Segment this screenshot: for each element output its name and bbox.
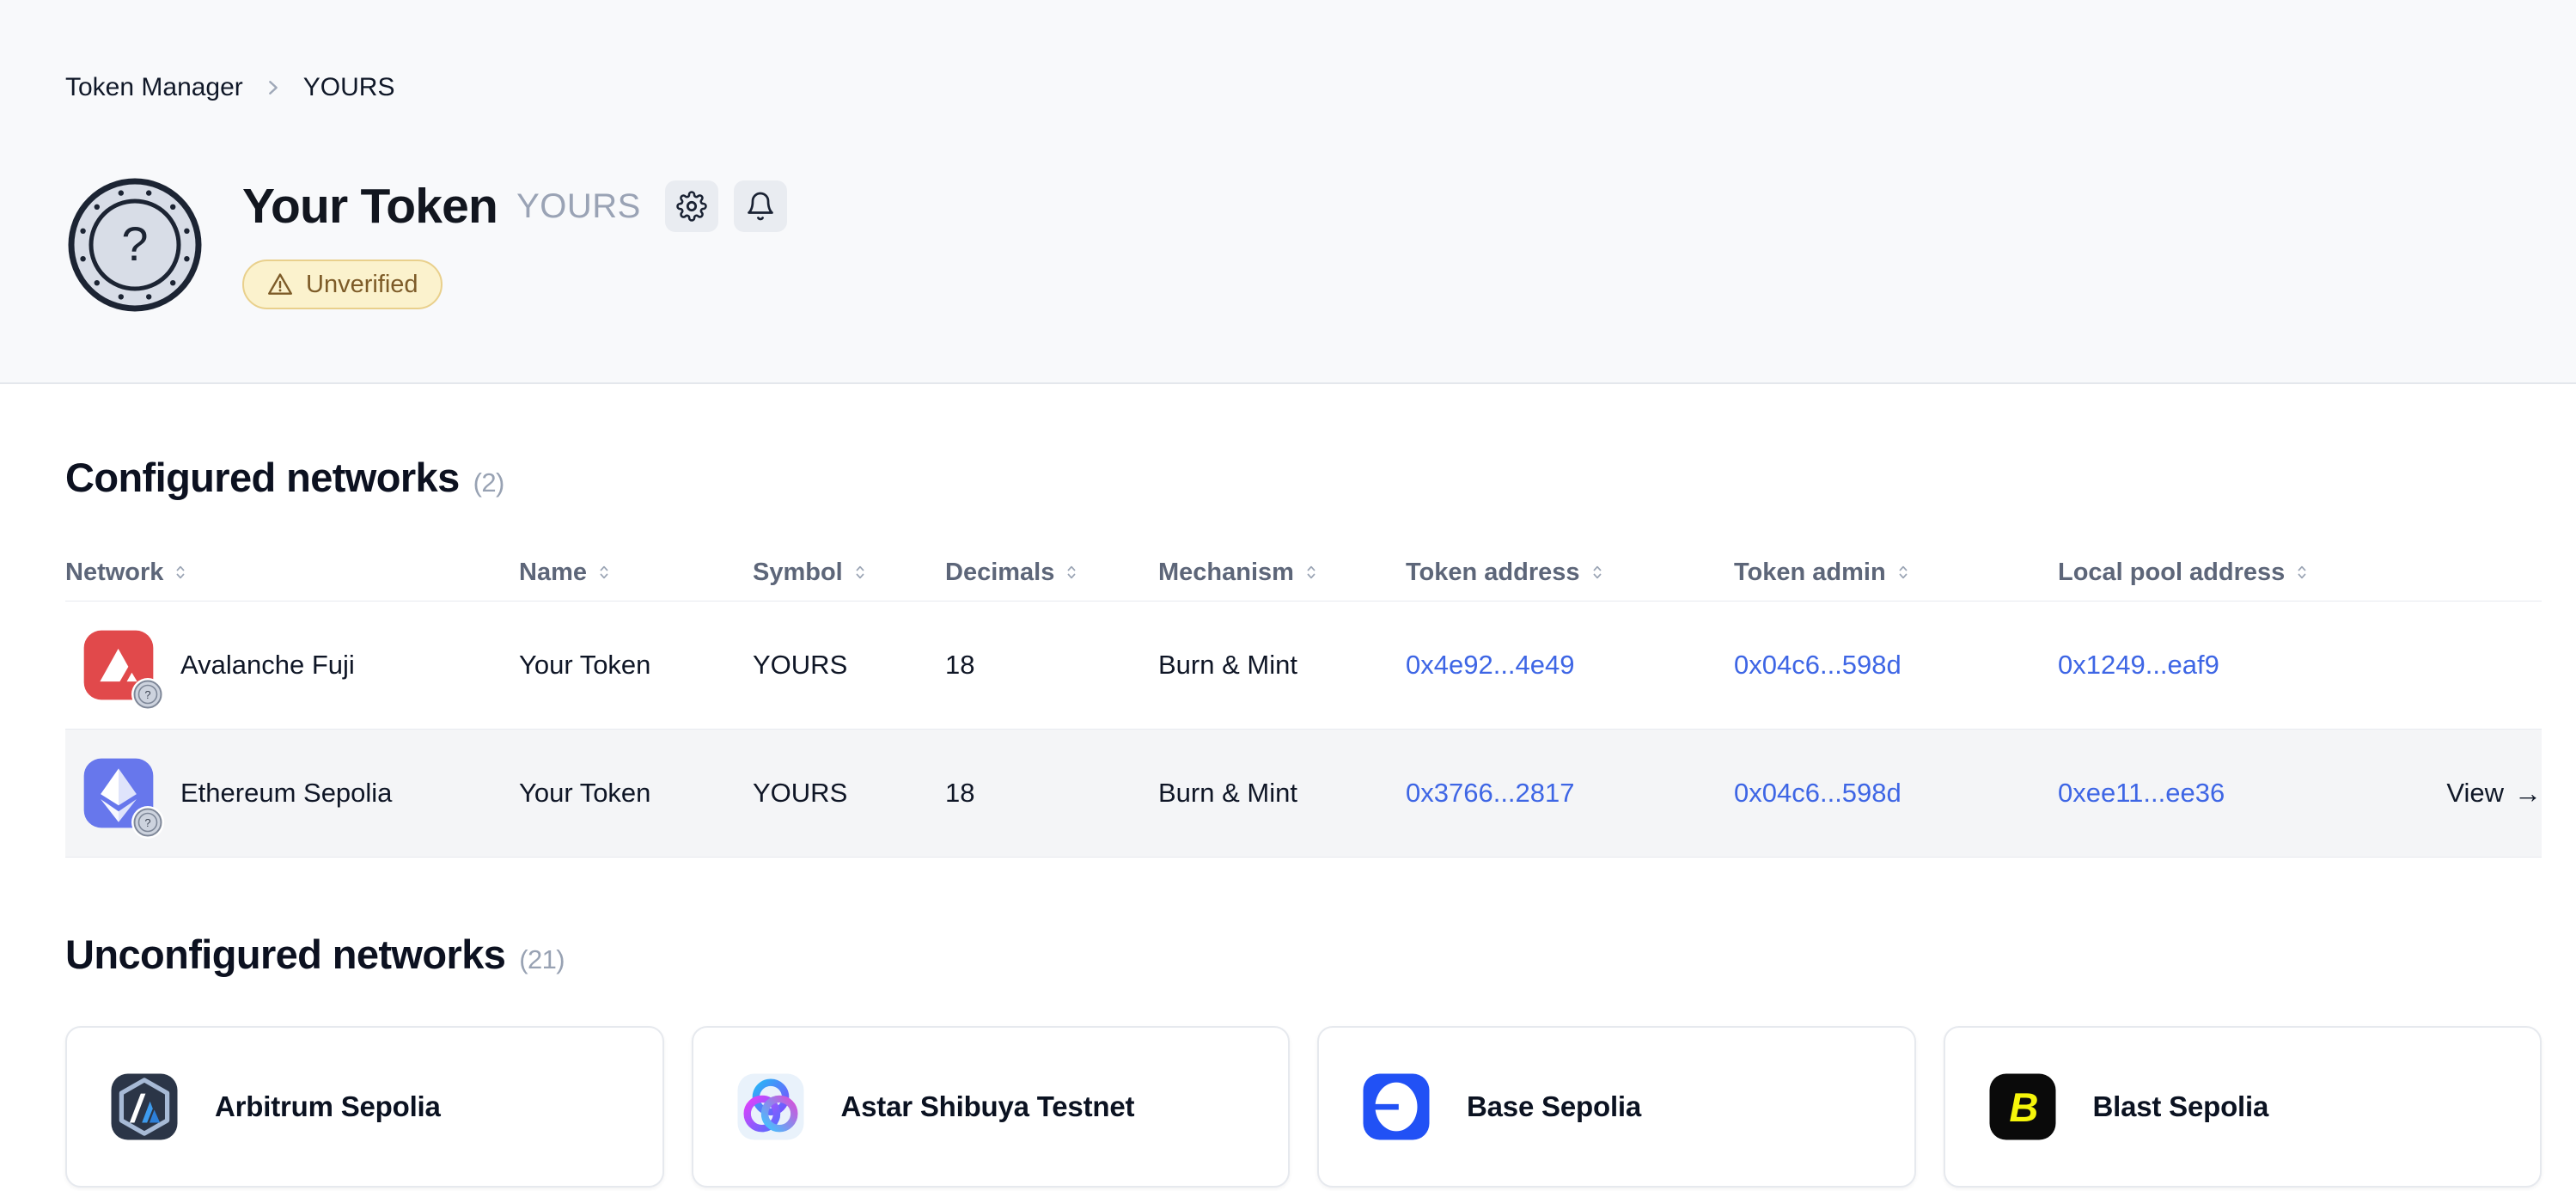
column-header-local-pool-address[interactable]: Local pool address xyxy=(2058,559,2422,587)
local-pool-address-link[interactable]: 0x1249...eaf9 xyxy=(2058,650,2219,680)
table-row-ethereum-sepolia[interactable]: ? Ethereum Sepolia Your Token YOURS 18 B… xyxy=(65,730,2542,858)
card-label: Base Sepolia xyxy=(1467,1090,1642,1122)
sort-icon xyxy=(1067,565,1076,579)
token-identity: ? Your Token YOURS xyxy=(65,175,2511,315)
breadcrumb-current: YOURS xyxy=(302,73,395,101)
network-name: Avalanche Fuji xyxy=(180,650,355,680)
network-card-arbitrum-sepolia[interactable]: Arbitrum Sepolia xyxy=(65,1026,664,1188)
astar-icon xyxy=(735,1071,807,1143)
cell-mechanism: Burn & Mint xyxy=(1158,778,1297,808)
blast-icon: B xyxy=(1987,1071,2059,1143)
cell-symbol: YOURS xyxy=(753,650,848,680)
chevron-right-icon xyxy=(264,78,283,97)
card-label: Arbitrum Sepolia xyxy=(215,1090,441,1122)
page-title: Your Token xyxy=(242,179,498,234)
cell-decimals: 18 xyxy=(945,650,975,680)
svg-text:B: B xyxy=(2009,1085,2038,1131)
unconfigured-networks-heading: Unconfigured networks (21) xyxy=(65,933,2542,981)
token-address-link[interactable]: 0x4e92...4e49 xyxy=(1406,650,1575,680)
base-icon xyxy=(1360,1071,1432,1143)
sort-icon xyxy=(176,565,186,579)
token-symbol: YOURS xyxy=(516,186,641,225)
column-header-token-address[interactable]: Token address xyxy=(1406,559,1734,587)
unknown-token-coin-badge-icon: ? xyxy=(131,806,164,839)
unconfigured-networks-count: (21) xyxy=(519,944,565,974)
svg-text:?: ? xyxy=(144,816,150,829)
unknown-token-coin-icon: ? xyxy=(68,178,202,312)
table-row-avalanche-fuji[interactable]: ? Avalanche Fuji Your Token YOURS 18 Bur… xyxy=(65,602,2542,730)
breadcrumb-token-manager[interactable]: Token Manager xyxy=(65,73,243,101)
notifications-button[interactable] xyxy=(733,180,787,232)
column-header-name[interactable]: Name xyxy=(519,559,753,587)
sort-icon xyxy=(1899,565,1908,579)
sort-icon xyxy=(2298,565,2306,579)
token-admin-link[interactable]: 0x04c6...598d xyxy=(1734,778,1901,808)
column-header-decimals[interactable]: Decimals xyxy=(945,559,1158,587)
column-header-mechanism[interactable]: Mechanism xyxy=(1158,559,1406,587)
badge-label: Unverified xyxy=(306,270,418,298)
unknown-token-coin-badge-icon: ? xyxy=(131,678,164,711)
cell-decimals: 18 xyxy=(945,778,975,808)
configured-networks-table: Network Name Symbol Decimals Mechanism T… xyxy=(65,544,2542,858)
warning-triangle-icon xyxy=(268,273,292,295)
configured-networks-count: (2) xyxy=(473,467,505,498)
card-label: Blast Sepolia xyxy=(2092,1090,2269,1122)
token-address-link[interactable]: 0x3766...2817 xyxy=(1406,778,1575,808)
local-pool-address-link[interactable]: 0xee11...ee36 xyxy=(2058,778,2225,808)
sort-icon xyxy=(1307,565,1315,579)
breadcrumb: Token Manager YOURS xyxy=(65,72,2511,103)
ethereum-icon: ? xyxy=(81,755,164,839)
unconfigured-networks-grid: Arbitrum Sepolia Astar Shibuya Testnet xyxy=(65,1026,2542,1188)
sort-icon xyxy=(1592,565,1602,579)
table-header-row: Network Name Symbol Decimals Mechanism T… xyxy=(65,544,2542,602)
card-label: Astar Shibuya Testnet xyxy=(840,1090,1135,1122)
section-heading-text: Unconfigured networks xyxy=(65,931,506,977)
configured-networks-heading: Configured networks (2) xyxy=(65,456,2542,504)
token-admin-link[interactable]: 0x04c6...598d xyxy=(1734,650,1901,680)
bell-icon xyxy=(747,192,773,221)
svg-text:?: ? xyxy=(121,217,148,271)
network-name: Ethereum Sepolia xyxy=(180,778,393,808)
column-header-token-admin[interactable]: Token admin xyxy=(1734,559,2058,587)
cell-mechanism: Burn & Mint xyxy=(1158,650,1297,680)
section-heading-text: Configured networks xyxy=(65,455,460,500)
column-header-network[interactable]: Network xyxy=(65,559,519,587)
gear-icon xyxy=(676,191,707,222)
arrow-right-icon: → xyxy=(2514,777,2542,809)
cell-name: Your Token xyxy=(519,650,651,680)
page-header: Token Manager YOURS ? Your Token YOURS xyxy=(0,0,2576,384)
arbitrum-icon xyxy=(108,1071,180,1143)
unverified-status-badge: Unverified xyxy=(242,260,443,309)
settings-button[interactable] xyxy=(664,180,718,232)
token-avatar: ? xyxy=(65,175,204,315)
network-card-blast-sepolia[interactable]: B Blast Sepolia xyxy=(1943,1026,2542,1188)
view-button[interactable]: View → xyxy=(2446,777,2542,809)
network-card-base-sepolia[interactable]: Base Sepolia xyxy=(1317,1026,1916,1188)
network-card-astar-shibuya-testnet[interactable]: Astar Shibuya Testnet xyxy=(691,1026,1290,1188)
svg-text:?: ? xyxy=(144,688,150,701)
column-header-symbol[interactable]: Symbol xyxy=(753,559,945,587)
sort-icon xyxy=(856,565,864,579)
avalanche-icon: ? xyxy=(81,627,164,711)
sort-icon xyxy=(600,565,608,579)
cell-symbol: YOURS xyxy=(753,778,848,808)
cell-name: Your Token xyxy=(519,778,651,808)
